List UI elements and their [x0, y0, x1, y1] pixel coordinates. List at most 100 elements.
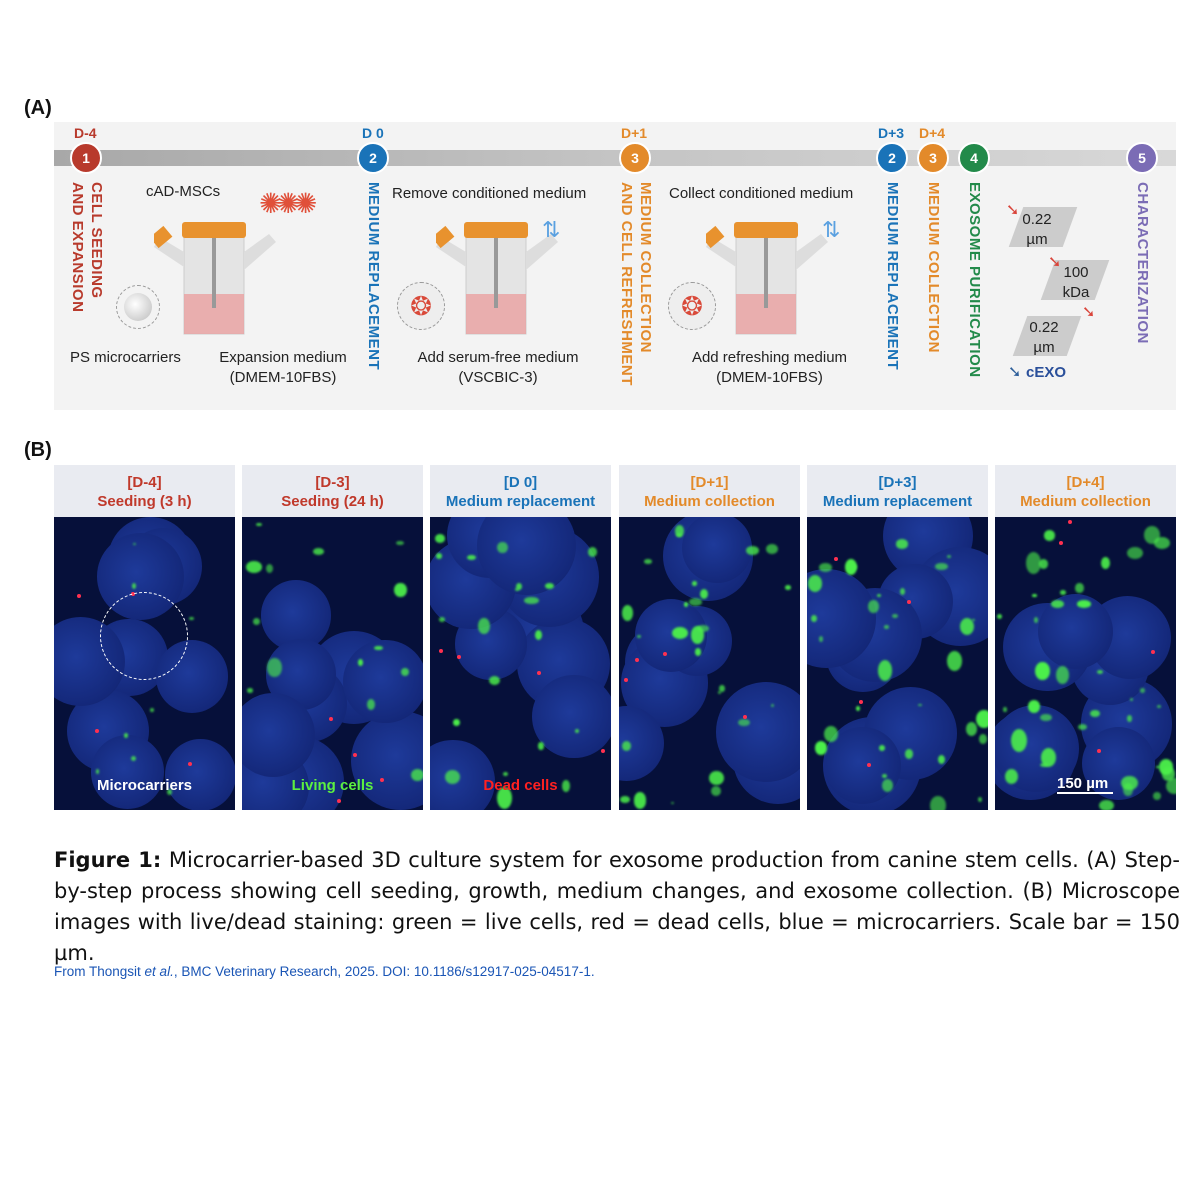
- live-cell: [1034, 616, 1039, 623]
- microcarrier-bead: [1038, 593, 1114, 669]
- live-cell: [367, 699, 376, 711]
- live-cell: [979, 733, 987, 744]
- step-marker: 2: [357, 142, 389, 174]
- live-cell: [977, 797, 983, 803]
- live-cell: [766, 543, 779, 555]
- step-title: CELL SEEDING AND EXPANSION: [69, 182, 105, 313]
- live-cell: [1078, 723, 1088, 730]
- panel-header: [D+1] Medium collection: [619, 465, 800, 517]
- live-cell: [719, 685, 725, 693]
- live-cell: [633, 792, 647, 809]
- fluorescence-image: Living cells: [242, 517, 423, 810]
- live-cell: [683, 602, 688, 607]
- dead-cell: [1058, 541, 1063, 546]
- live-cell: [478, 617, 490, 634]
- step-marker: 5: [1126, 142, 1158, 174]
- step-title: MEDIUM COLLECTION AND CELL REFRESHMENT: [618, 182, 654, 386]
- fluorescence-image: Dead cells: [430, 517, 611, 810]
- live-cell: [265, 563, 274, 574]
- live-cell: [1027, 700, 1040, 713]
- live-cell: [674, 525, 685, 537]
- live-cell: [976, 709, 988, 729]
- live-cell: [516, 582, 523, 591]
- annotation-label: Living cells: [291, 777, 374, 794]
- live-cell: [868, 600, 879, 614]
- live-cell: [688, 597, 703, 606]
- live-cell: [636, 634, 642, 639]
- dead-cell: [337, 799, 342, 804]
- live-cell: [124, 733, 129, 738]
- live-cell: [394, 582, 407, 598]
- live-cell: [694, 648, 702, 656]
- live-cell: [189, 617, 194, 621]
- dead-cell: [439, 648, 444, 653]
- live-cell: [811, 615, 817, 623]
- step-title: MEDIUM REPLACEMENT: [884, 182, 901, 371]
- live-cell: [488, 675, 501, 686]
- panel-header: [D-4] Seeding (3 h): [54, 465, 235, 517]
- dead-cell: [635, 658, 640, 662]
- live-cell: [622, 605, 634, 621]
- dead-cell: [1096, 749, 1101, 753]
- microcarrier-bead: [1081, 727, 1155, 801]
- live-cell: [167, 789, 173, 796]
- microscopy-panel: [D-3] Seeding (24 h) Living cells: [242, 465, 423, 810]
- live-cell: [1032, 594, 1038, 598]
- live-cell: [1166, 777, 1176, 795]
- live-cell: [538, 742, 544, 750]
- microcarrier-highlight: [100, 592, 188, 680]
- live-cell: [267, 657, 283, 678]
- step-day: D+4: [919, 125, 946, 141]
- live-cell: [738, 718, 750, 726]
- microcarrier-bead: [164, 739, 235, 810]
- live-cell: [1050, 599, 1065, 608]
- live-cell: [785, 585, 792, 591]
- live-cell: [400, 667, 409, 677]
- product-label: cEXO: [1026, 364, 1067, 381]
- fluorescence-image: [807, 517, 988, 810]
- live-cell: [644, 558, 653, 564]
- step-title: CHARACTERIZATION: [1134, 182, 1151, 344]
- live-cell: [1098, 799, 1114, 810]
- live-cell: [930, 796, 946, 810]
- live-cell: [130, 755, 136, 762]
- live-cell: [882, 773, 887, 778]
- live-cell: [1096, 670, 1103, 674]
- dead-cell: [379, 777, 384, 782]
- live-cell: [1060, 590, 1067, 595]
- live-cell: [357, 659, 363, 666]
- microcarrier-bead: [260, 579, 332, 651]
- microcarrier-bead: [342, 639, 423, 724]
- dead-cell: [858, 699, 863, 704]
- live-cell: [1043, 530, 1055, 541]
- live-cell: [150, 708, 155, 713]
- step-marker: 3: [917, 142, 949, 174]
- live-cell: [935, 562, 948, 571]
- live-cell: [717, 691, 722, 694]
- live-cell: [1038, 559, 1048, 569]
- dead-cell: [1150, 649, 1155, 654]
- live-cell: [965, 722, 977, 737]
- live-cell: [445, 770, 461, 785]
- live-cell: [670, 801, 674, 804]
- scale-bar-label: 150 µm: [1057, 775, 1113, 794]
- dead-cell: [906, 600, 911, 605]
- live-cell: [814, 741, 828, 756]
- filter-label: 0.22 µm: [1029, 319, 1059, 356]
- live-cell: [95, 768, 100, 774]
- panel-header: [D+4] Medium collection: [995, 465, 1176, 517]
- live-cell: [246, 561, 262, 573]
- live-cell: [1127, 715, 1133, 723]
- flow-arrow-icon: ➘: [1082, 304, 1096, 321]
- live-cell: [587, 546, 597, 557]
- live-cell: [1005, 768, 1019, 785]
- fluorescence-image: [619, 517, 800, 810]
- microcarrier-bead: [681, 517, 753, 583]
- live-cell: [1077, 600, 1092, 608]
- panel-a-label: (A): [24, 97, 52, 119]
- dead-cell: [95, 728, 100, 733]
- live-cell: [1157, 704, 1161, 708]
- microcarrier-bead: [532, 674, 611, 758]
- exchange-arrows-icon: ⇅: [822, 217, 841, 242]
- live-cell: [692, 581, 697, 586]
